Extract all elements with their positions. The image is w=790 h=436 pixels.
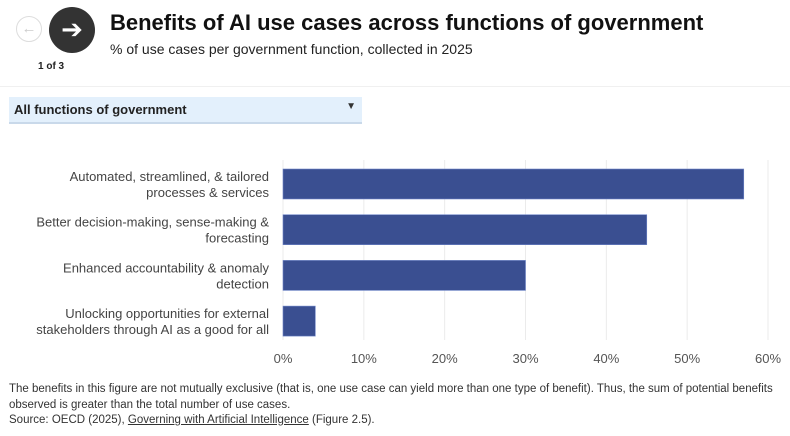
source-line: Source: OECD (2025), Governing with Arti…: [9, 413, 784, 429]
category-label: Unlocking opportunities for external: [65, 306, 269, 321]
chart-title: Benefits of AI use cases across function…: [110, 10, 704, 35]
divider: [0, 86, 790, 87]
bar[interactable]: [282, 260, 526, 291]
category-label: forecasting: [205, 231, 269, 246]
selector-value: All functions of government: [14, 102, 187, 117]
bar[interactable]: [282, 305, 316, 337]
category-label: processes & services: [146, 185, 269, 200]
x-tick-label: 60%: [755, 351, 781, 366]
category-label: Better decision-making, sense-making &: [36, 215, 269, 230]
x-tick-label: 50%: [674, 351, 700, 366]
arrow-left-icon: ←: [21, 20, 37, 37]
category-label: Automated, streamlined, & tailored: [70, 169, 269, 184]
bar[interactable]: [282, 214, 648, 245]
function-selector[interactable]: All functions of government ▼: [9, 97, 362, 124]
arrow-right-icon: ➔: [61, 14, 83, 44]
x-tick-label: 40%: [593, 351, 619, 366]
x-tick-label: 30%: [512, 351, 538, 366]
caret-down-icon: ▼: [346, 101, 356, 112]
chart-subtitle: % of use cases per government function, …: [110, 41, 473, 57]
footnote-text: The benefits in this figure are not mutu…: [9, 383, 773, 411]
bar[interactable]: [282, 168, 745, 200]
source-suffix: (Figure 2.5).: [308, 414, 375, 426]
source-prefix: Source: OECD (2025),: [9, 414, 128, 426]
previous-button[interactable]: ←: [16, 16, 42, 42]
category-label: detection: [216, 276, 269, 291]
bar-chart: 0% 10% 20% 30% 40% 50% 60% Automated, streamlin…: [36, 160, 781, 366]
next-button[interactable]: ➔: [49, 7, 95, 53]
pager-indicator: 1 of 3: [38, 61, 65, 72]
source-link[interactable]: Governing with Artificial Intelligence: [127, 414, 309, 426]
footnote: The benefits in this figure are not mutu…: [9, 382, 784, 429]
x-tick-label: 10%: [351, 351, 377, 366]
category-label: Enhanced accountability & anomaly: [63, 260, 269, 275]
x-tick-label: 0%: [274, 351, 293, 366]
category-label: stakeholders through AI as a good for al…: [36, 322, 269, 337]
x-tick-label: 20%: [432, 351, 458, 366]
